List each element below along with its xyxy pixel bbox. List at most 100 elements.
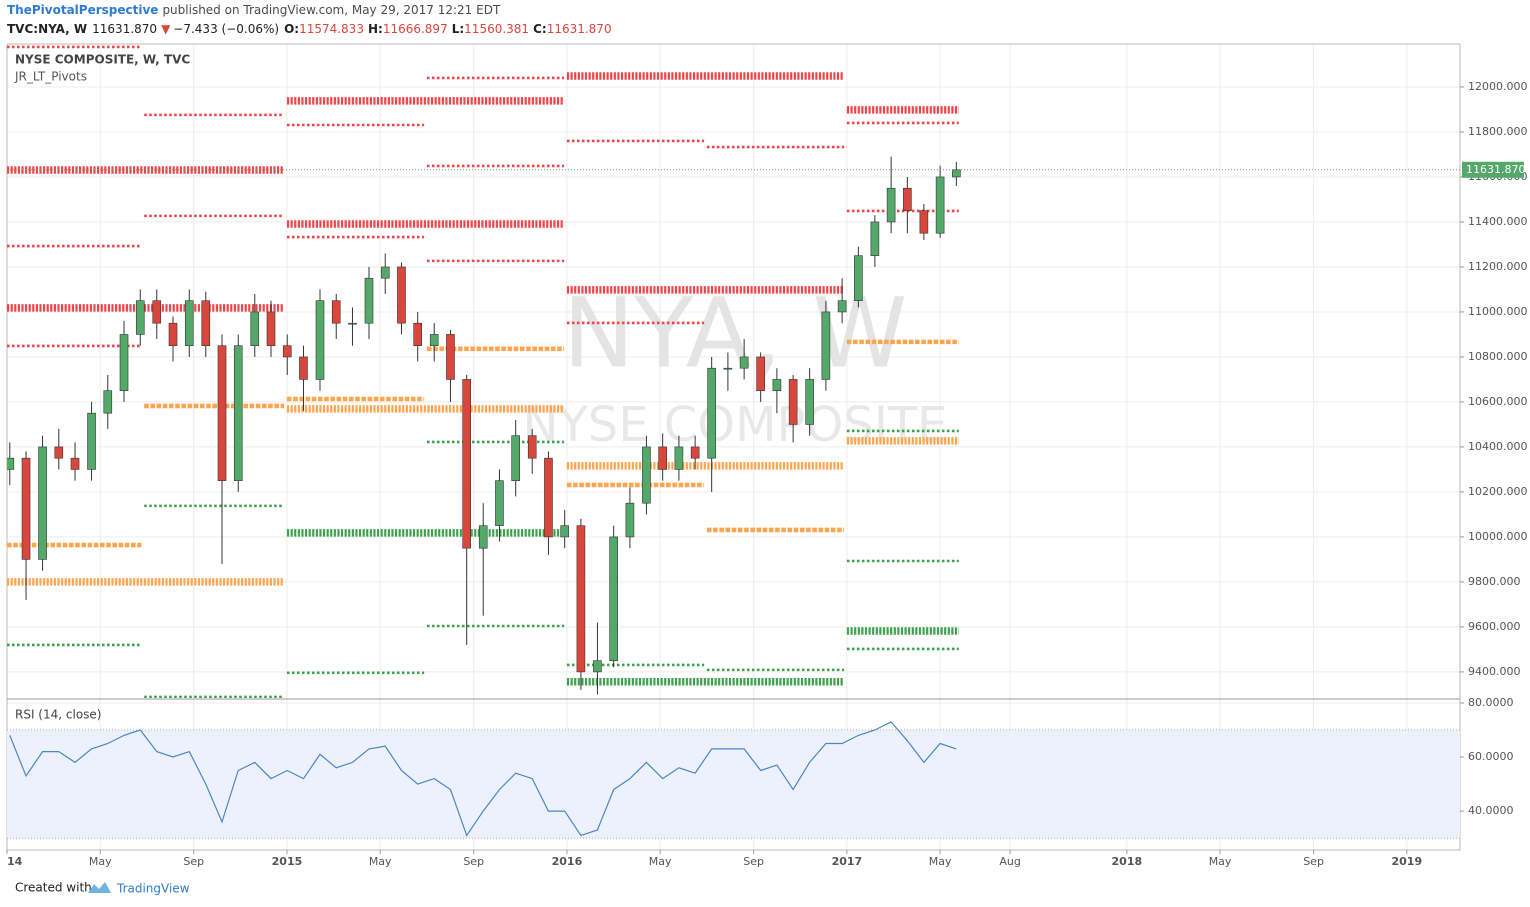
ohlc-value: 11631.870 xyxy=(547,22,612,36)
candle-body xyxy=(886,187,896,223)
candle-body xyxy=(642,446,651,504)
change: −7.433 (−0.06%) xyxy=(173,22,279,36)
candle-body xyxy=(707,367,716,459)
y-tick-label: 80.0000 xyxy=(1468,696,1514,709)
candle-body xyxy=(87,412,96,470)
candle-body xyxy=(462,379,471,549)
candle-body xyxy=(837,300,847,313)
y-tick-label: 10800.000 xyxy=(1468,350,1528,363)
candle-body xyxy=(413,322,423,346)
candle-body xyxy=(544,457,553,538)
y-tick-label: 10000.000 xyxy=(1468,530,1528,543)
candle-body xyxy=(266,311,276,346)
last-price-label: 11631.870 xyxy=(1466,163,1526,176)
header-line: ThePivotalPerspective published on Tradin… xyxy=(7,3,501,17)
candle-body xyxy=(364,277,374,324)
candle-body xyxy=(233,345,243,481)
x-tick-label: Aug xyxy=(999,855,1020,868)
candle-body xyxy=(299,356,308,380)
x-tick-label: Sep xyxy=(463,855,484,868)
candle-body xyxy=(348,322,357,325)
candle-body xyxy=(870,221,880,257)
watermark: NYA, W xyxy=(563,277,908,389)
candle-body xyxy=(560,525,569,538)
y-tick-label: 11800.000 xyxy=(1468,125,1528,138)
candle-body xyxy=(772,379,782,391)
y-tick-label: 10600.000 xyxy=(1468,395,1528,408)
rsi-title: RSI (14, close) xyxy=(15,708,101,722)
grid-layer xyxy=(6,44,1460,850)
arrow: ▼ xyxy=(161,22,171,36)
candle-body xyxy=(478,525,488,549)
candle-body xyxy=(723,367,733,370)
logo xyxy=(88,882,111,893)
candle-body xyxy=(527,435,537,459)
y-tick-label: 11000.000 xyxy=(1468,305,1528,318)
candle-body xyxy=(446,334,455,380)
candle-body xyxy=(576,525,586,673)
candle-body xyxy=(625,502,635,538)
candle-body xyxy=(397,266,406,324)
x-tick-label: May xyxy=(1209,855,1232,868)
candle-body xyxy=(674,446,684,470)
candle-body xyxy=(854,255,863,301)
x-tick-label: 2018 xyxy=(1112,855,1143,868)
ohlc-value: 11574.833 xyxy=(299,22,364,36)
x-tick-label: Sep xyxy=(1303,855,1324,868)
symbol: TVC:NYA, W xyxy=(7,22,87,36)
last-price-box xyxy=(1462,161,1524,178)
candle-body xyxy=(21,457,31,560)
ohlc-key: C: xyxy=(533,22,547,36)
x-tick-label: May xyxy=(369,855,392,868)
candle-body xyxy=(7,457,15,470)
candle-body xyxy=(331,300,341,324)
x-tick-label: 2015 xyxy=(272,855,303,868)
candle-body xyxy=(593,660,602,673)
published: published on TradingView.com, May 29, 20… xyxy=(162,3,501,17)
candle-body xyxy=(495,480,504,526)
y-tick-label: 11400.000 xyxy=(1468,215,1528,228)
candle-body xyxy=(658,446,667,470)
ohlc-value: 11666.897 xyxy=(383,22,448,36)
candle-body xyxy=(217,345,227,481)
candle-body xyxy=(429,334,439,346)
x-tick-label: 2016 xyxy=(552,855,583,868)
candle-body xyxy=(250,311,260,346)
candle-body xyxy=(805,379,814,425)
footer-created: Created with xyxy=(15,881,92,895)
candle-body xyxy=(609,536,618,661)
price-pane xyxy=(7,45,961,698)
y-tick-label: 12000.000 xyxy=(1468,80,1528,93)
candle-body xyxy=(38,446,47,560)
candle-body xyxy=(168,322,178,346)
x-tick-label: 14 xyxy=(7,855,23,868)
indicator-label: JR_LT_Pivots xyxy=(14,70,87,84)
candle-body xyxy=(756,356,765,391)
candle-body xyxy=(282,345,292,358)
y-tick-label: 40.0000 xyxy=(1468,804,1514,817)
candle-body xyxy=(201,300,211,346)
x-tick-label: Sep xyxy=(183,855,204,868)
footer-brand[interactable]: TradingView xyxy=(116,882,190,896)
candle-body xyxy=(935,176,945,234)
candle-body xyxy=(184,300,194,346)
candle-body xyxy=(315,300,325,380)
rsi-pane xyxy=(7,721,1460,839)
candle-body xyxy=(952,169,961,178)
candle-body xyxy=(788,379,798,425)
x-tick-label: May xyxy=(89,855,112,868)
symbol-line: TVC:NYA, W 11631.870 ▼ −7.433 (−0.06%) O:115… xyxy=(7,22,612,36)
author[interactable]: ThePivotalPerspective xyxy=(7,3,158,17)
candle-body xyxy=(70,457,80,470)
candle-body xyxy=(152,300,162,324)
y-tick-label: 10400.000 xyxy=(1468,440,1528,453)
y-tick-label: 10200.000 xyxy=(1468,485,1528,498)
candle-body xyxy=(821,311,831,380)
x-tick-label: 2017 xyxy=(832,855,863,868)
y-tick-label: 9400.000 xyxy=(1468,665,1521,678)
candle-body xyxy=(380,266,390,279)
candle-body xyxy=(739,356,749,369)
ohlc-value: 11560.381 xyxy=(464,22,529,36)
